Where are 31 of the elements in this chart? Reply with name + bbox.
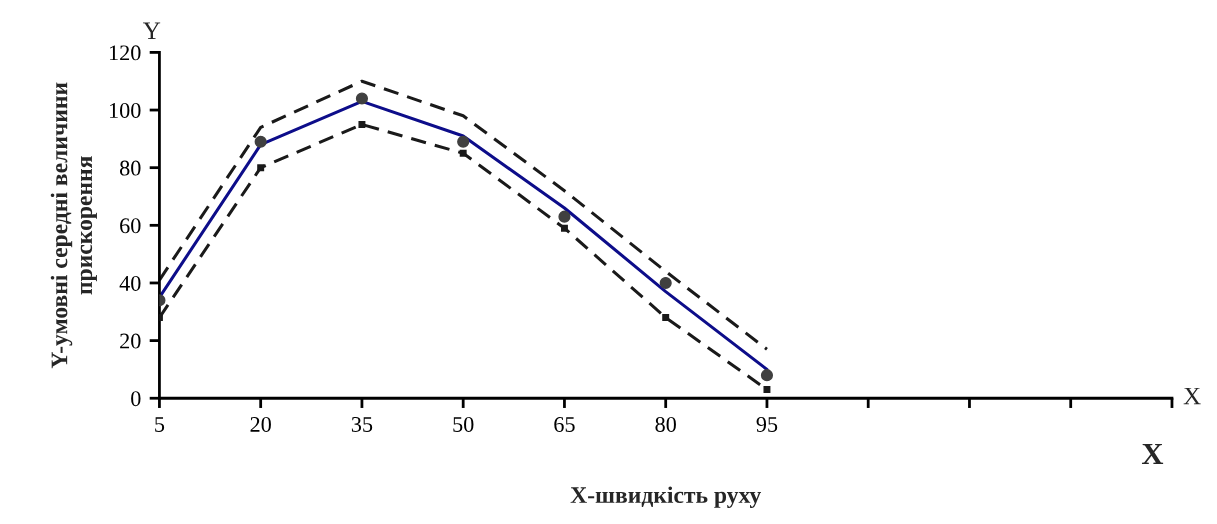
point (659, 276, 672, 290)
point (760, 369, 774, 382)
x-tick-label: 5 (155, 417, 165, 432)
point (457, 135, 470, 148)
point (459, 149, 467, 157)
point (560, 224, 568, 232)
point (558, 210, 571, 223)
point (355, 92, 369, 105)
point (763, 386, 771, 394)
y-tick-label: 80 (120, 160, 141, 176)
text: X (1183, 387, 1201, 405)
y-axis-title: Y-умовні середні величини прискорення (50, 82, 97, 369)
x-tick-label: 20 (250, 416, 271, 432)
y-tick-label: 100 (109, 102, 141, 118)
y-tick-label: 40 (119, 275, 141, 291)
x-axis-title: X-швидкість руху (570, 486, 762, 508)
point (254, 135, 267, 148)
point (358, 120, 366, 128)
y-tick-label: 120 (109, 45, 141, 61)
y-tick-label: 60 (120, 218, 141, 234)
y-tick-label: 0 (131, 391, 141, 407)
point (662, 314, 670, 322)
x-tick-label: 80 (655, 416, 676, 432)
x-tick-label: 50 (453, 416, 474, 432)
text: Y (143, 22, 161, 39)
y-tick-label: 20 (120, 333, 141, 349)
x-tick-label: 95 (756, 417, 778, 432)
x-tick-label: 65 (554, 417, 575, 432)
text: X (1141, 443, 1164, 464)
x-tick-label: 35 (351, 417, 373, 432)
point (257, 164, 265, 172)
